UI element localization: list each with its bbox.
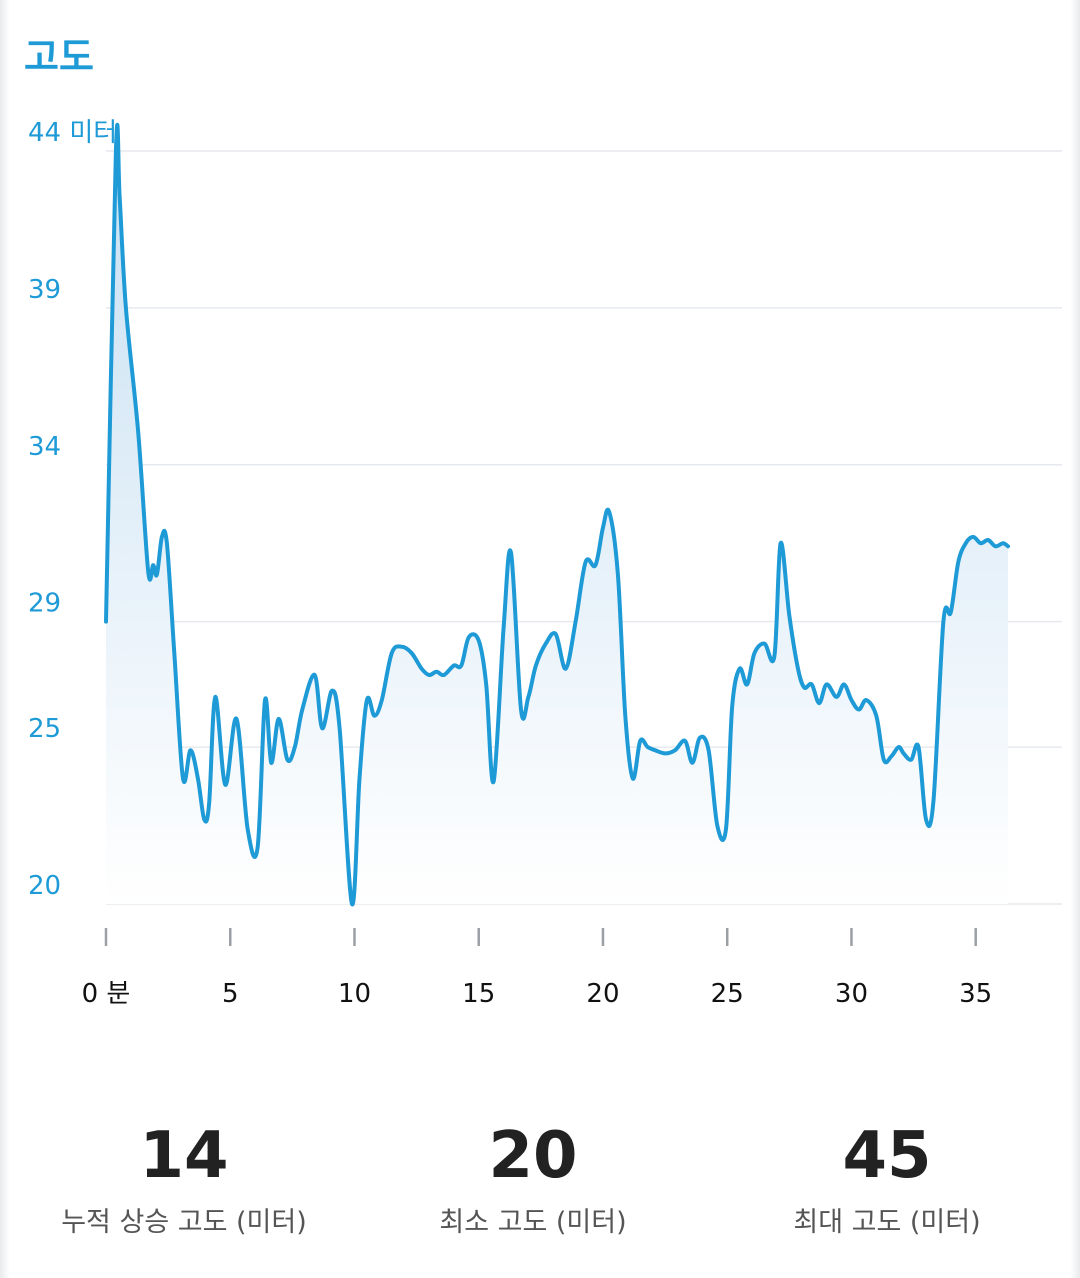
x-tick-label: 20 — [586, 979, 619, 1009]
stat-label: 누적 상승 고도 (미터) — [61, 1207, 307, 1238]
stat-cumulative-ascent: 14 누적 상승 고도 (미터) — [34, 1118, 334, 1239]
y-tick-label: 25 — [28, 714, 61, 744]
stat-label: 최대 고도 (미터) — [793, 1207, 981, 1238]
y-tick-label: 34 — [28, 432, 61, 462]
x-tick-label: 30 — [835, 979, 868, 1009]
x-tick-label: 5 — [222, 979, 239, 1009]
x-tick-label: 35 — [959, 979, 992, 1009]
x-tick-label: 0 분 — [82, 979, 131, 1009]
stat-label: 최소 고도 (미터) — [439, 1207, 627, 1238]
x-tick-label: 25 — [711, 979, 744, 1009]
y-tick-label: 29 — [28, 589, 61, 619]
right-edge-shadow — [1070, 0, 1080, 1278]
x-tick-label: 10 — [338, 979, 371, 1009]
section-title: 고도 — [24, 35, 94, 79]
stat-max-elevation: 45 최대 고도 (미터) — [737, 1118, 1037, 1239]
x-tick-label: 15 — [462, 979, 495, 1009]
stat-min-elevation: 20 최소 고도 (미터) — [383, 1118, 683, 1239]
y-tick-label: 39 — [28, 275, 61, 305]
elevation-chart: 44 미터 39 34 29 25 20 0 분 5 10 15 20 25 30 35 — [28, 118, 1062, 1009]
elevation-line — [104, 122, 1010, 907]
elevation-area — [106, 124, 1008, 905]
left-edge-shadow — [0, 0, 10, 1278]
stat-value: 14 — [139, 1119, 229, 1193]
stat-value: 20 — [488, 1119, 578, 1193]
y-tick-label: 44 미터 — [28, 118, 117, 148]
y-tick-label: 20 — [28, 871, 61, 901]
stat-value: 45 — [842, 1119, 932, 1193]
